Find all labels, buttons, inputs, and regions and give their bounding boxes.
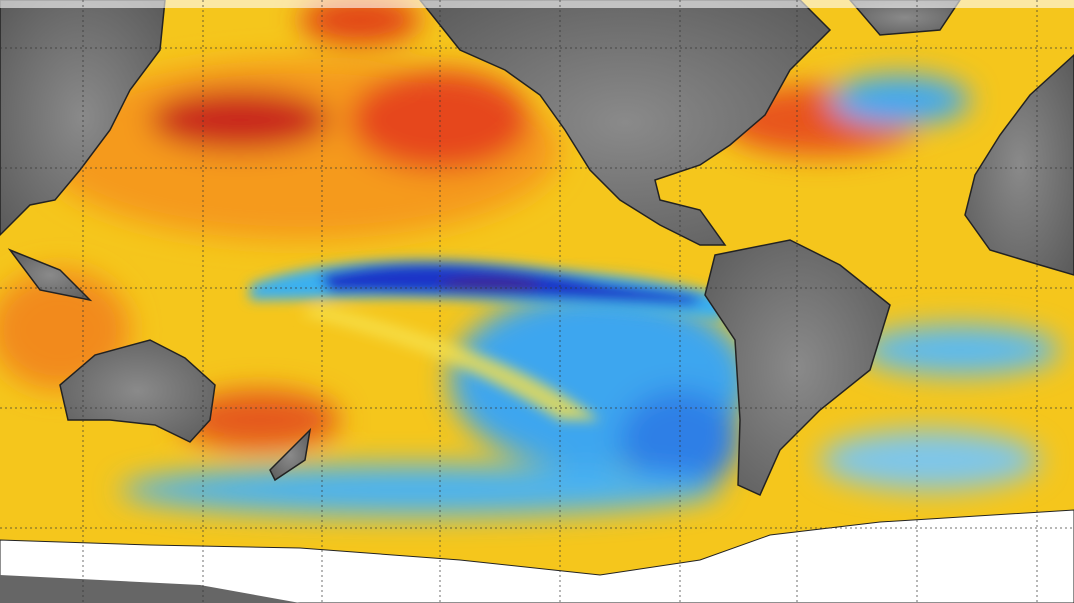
greenland <box>849 0 961 36</box>
hot-area <box>150 90 330 150</box>
north-america <box>419 0 832 246</box>
antarctica <box>0 509 1074 603</box>
south-america <box>704 239 891 496</box>
anomaly-field <box>0 0 1060 515</box>
hot-area <box>180 390 340 450</box>
australia <box>59 339 216 443</box>
warm-tongue <box>300 305 600 420</box>
cool-area <box>120 465 720 515</box>
polar-land <box>0 575 300 603</box>
hot-area <box>300 0 420 45</box>
africa-europe <box>964 53 1074 276</box>
la-nina-band <box>250 260 730 420</box>
new-zealand <box>269 427 312 482</box>
cool-area <box>830 75 970 125</box>
cool-area <box>860 325 1060 375</box>
cold-core <box>440 276 540 294</box>
arctic <box>0 0 1074 8</box>
cool-area <box>820 430 1040 490</box>
asia <box>0 0 166 237</box>
